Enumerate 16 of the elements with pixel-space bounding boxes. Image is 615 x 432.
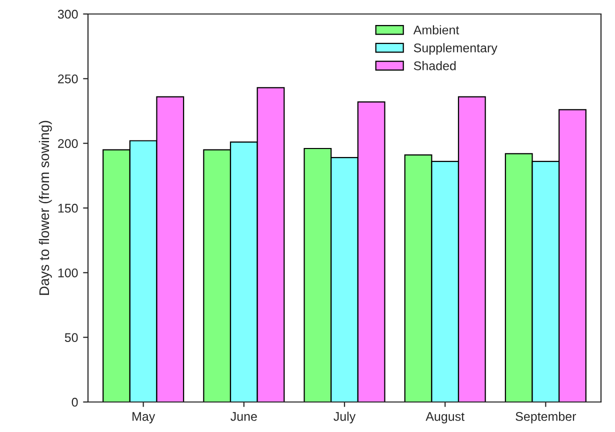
y-tick-label: 100 — [58, 268, 78, 278]
x-tick-label: May — [132, 412, 156, 424]
y-tick-label: 200 — [58, 139, 78, 148]
y-tick-label: 0 — [72, 398, 78, 407]
legend-label: Supplementary — [414, 43, 498, 55]
x-tick-label: July — [334, 412, 356, 424]
y-tick-label: 50 — [64, 333, 78, 342]
legend-label: Ambient — [413, 25, 460, 34]
y-tick-label: 150 — [58, 204, 78, 213]
y-tick-label: 300 — [58, 10, 78, 19]
x-tick-label: June — [230, 412, 257, 421]
x-tick-label: August — [426, 412, 464, 424]
x-tick-label: September — [516, 412, 576, 424]
y-tick-label: 250 — [58, 74, 78, 84]
legend-label: Shaded — [414, 61, 456, 70]
y-axis-title: Days to flower (from sowing) — [38, 120, 52, 295]
